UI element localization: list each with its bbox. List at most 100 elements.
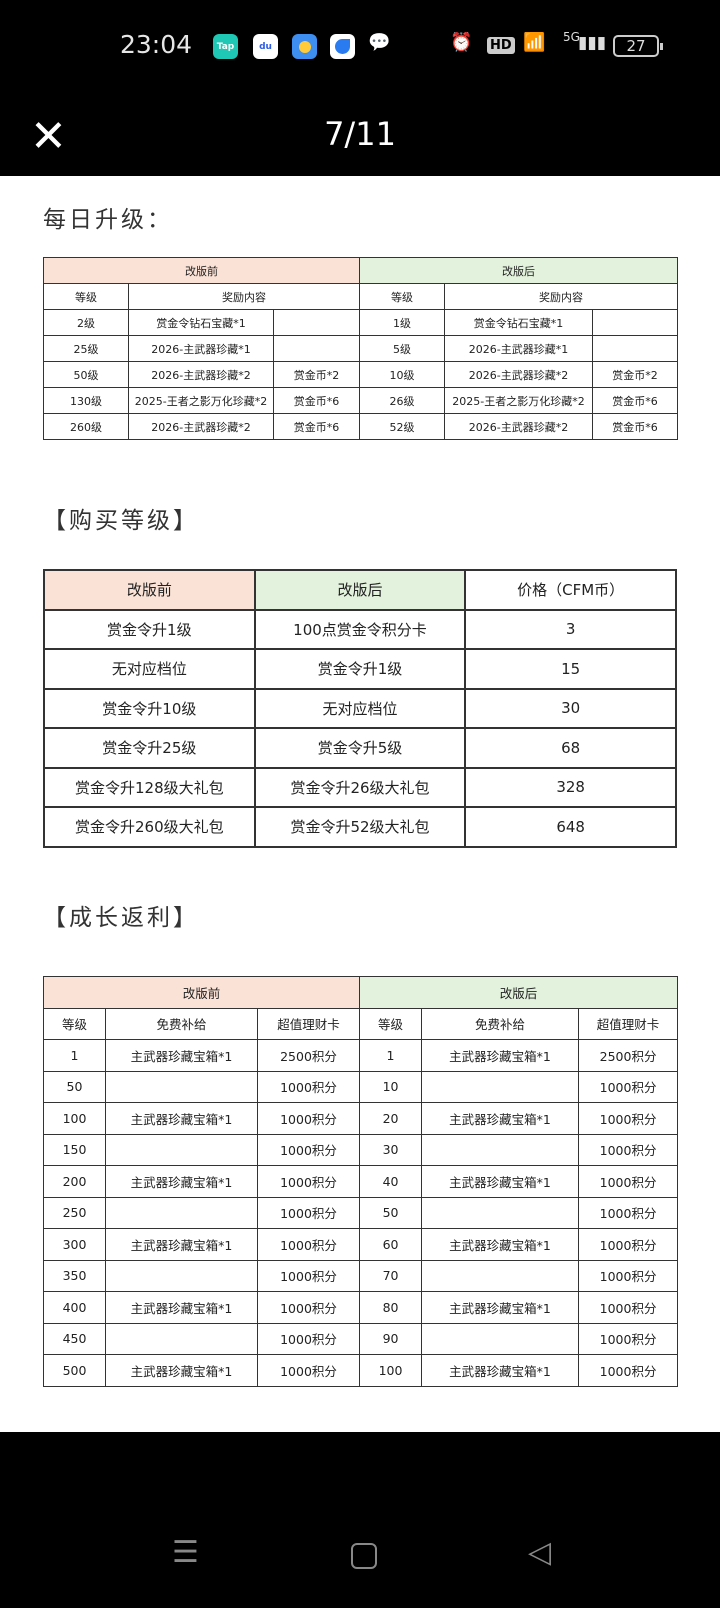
cell-a-level: 10级 [359,361,446,388]
table-row: 400 主武器珍藏宝箱*1 1000积分 80 主武器珍藏宝箱*1 1000积分 [43,1291,679,1324]
signal-bars-icon: ▮▮▮ [578,33,607,53]
battery-indicator: 27 [613,35,663,57]
cell-free-supply [421,1070,580,1103]
table-row: 150 1000积分 30 1000积分 [43,1133,679,1166]
cell-finance-card: 1000积分 [578,1196,679,1229]
cell-after: 100点赏金令积分卡 [253,608,467,650]
cell-level: 20 [359,1102,423,1135]
cell-b-extra: 赏金币*6 [272,387,361,414]
hd-icon: HD [487,37,515,54]
baidu-app-icon: du [253,34,278,59]
cell-finance-card: 1000积分 [578,1322,679,1355]
cell-b-reward: 2026-主武器珍藏*1 [128,335,274,362]
table-row: 1 主武器珍藏宝箱*1 2500积分 1 主武器珍藏宝箱*1 2500积分 [43,1039,679,1072]
cell-after: 赏金令升1级 [253,648,467,690]
cell-free-supply: 主武器珍藏宝箱*1 [421,1039,580,1072]
cell-finance-card: 1000积分 [256,1196,361,1229]
cell-b-reward: 赏金令钻石宝藏*1 [128,309,274,336]
cell-after: 赏金令升26级大礼包 [253,766,467,808]
cell-free-supply [105,1259,258,1292]
cell-before: 赏金令升10级 [43,687,256,729]
table-row: 350 1000积分 70 1000积分 [43,1259,679,1292]
table-row: 赏金令升25级 赏金令升5级 68 [43,727,677,769]
table-row: 250 1000积分 50 1000积分 [43,1196,679,1229]
header-after: 改版后 [253,569,467,611]
cell-level: 400 [43,1291,106,1324]
growth-rebate-table: 改版前 改版后 等级 免费补给 超值理财卡 等级 免费补给 超值理财卡 1 主武器珍藏宝箱*1… [42,976,679,1387]
cell-level: 90 [359,1322,423,1355]
cell-free-supply [421,1322,580,1355]
cell-a-extra: 赏金币*6 [592,413,679,440]
cell-a-extra: 赏金币*6 [592,387,679,414]
cell-b-extra [272,335,361,362]
col-level: 等级 [43,283,129,310]
wifi-icon: 📶 [523,32,546,53]
cell-price: 328 [464,766,677,808]
col-reward: 奖励内容 [127,283,361,310]
cell-price: 15 [464,648,677,690]
tap-app-icon: Tap [213,34,238,59]
table-row: 2级 赏金令钻石宝藏*1 1级 赏金令钻石宝藏*1 [43,309,679,336]
close-icon[interactable]: ✕ [30,111,67,162]
col-level: 等级 [359,283,446,310]
cell-finance-card: 1000积分 [256,1133,361,1166]
cell-before: 赏金令升128级大礼包 [43,766,256,808]
cell-free-supply: 主武器珍藏宝箱*1 [105,1228,258,1261]
cell-b-level: 260级 [43,413,129,440]
back-nav-icon[interactable]: ◁ [528,1535,552,1570]
image-content: 每日升级： 改版前 改版后 等级 奖励内容 等级 奖励内容 2级 赏金令钻石宝藏*1 1级赏… [0,176,720,1432]
daily-upgrade-table: 改版前 改版后 等级 奖励内容 等级 奖励内容 2级 赏金令钻石宝藏*1 1级 赏金令钻石宝藏… [42,257,679,440]
table-row: 200 主武器珍藏宝箱*1 1000积分 40 主武器珍藏宝箱*1 1000积分 [43,1165,679,1198]
home-nav-icon[interactable] [351,1543,377,1569]
cell-finance-card: 1000积分 [578,1291,679,1324]
cell-free-supply [105,1070,258,1103]
status-bar: 23:04 Tap du 💬 ⏰ HD 📶 5G ▮▮▮ 27 [0,0,720,95]
cell-finance-card: 2500积分 [256,1039,361,1072]
cell-free-supply: 主武器珍藏宝箱*1 [421,1102,580,1135]
column-header: 超值理财卡 [578,1007,679,1040]
cell-b-level: 50级 [43,361,129,388]
cell-free-supply: 主武器珍藏宝箱*1 [105,1102,258,1135]
browser-app-icon [330,34,355,59]
menu-nav-icon[interactable]: ☰ [172,1535,199,1570]
cell-b-level: 130级 [43,387,129,414]
cell-level: 70 [359,1259,423,1292]
table-row: 260级 2026-主武器珍藏*2 赏金币*6 52级 2026-主武器珍藏*2 赏金币*… [43,413,679,440]
weather-app-icon [292,34,317,59]
cell-level: 350 [43,1259,106,1292]
cell-before: 赏金令升1级 [43,608,256,650]
cell-b-extra: 赏金币*2 [272,361,361,388]
cell-free-supply: 主武器珍藏宝箱*1 [105,1291,258,1324]
before-header: 改版前 [42,976,361,1009]
cell-finance-card: 1000积分 [256,1102,361,1135]
table-row: 无对应档位 赏金令升1级 15 [43,648,677,690]
cell-level: 30 [359,1133,423,1166]
cell-b-reward: 2026-主武器珍藏*2 [128,413,274,440]
section-title-buy-level: 【购买等级】 [43,508,199,534]
after-header: 改版后 [359,257,679,284]
cell-after: 无对应档位 [253,687,467,729]
before-header: 改版前 [42,257,361,284]
table-row: 50级 2026-主武器珍藏*2 赏金币*2 10级 2026-主武器珍藏*2 赏金币*2 [43,361,679,388]
cell-finance-card: 1000积分 [578,1070,679,1103]
table-row: 赏金令升10级 无对应档位 30 [43,687,677,729]
cell-level: 100 [43,1102,106,1135]
cell-a-level: 52级 [359,413,446,440]
cell-finance-card: 1000积分 [578,1228,679,1261]
cell-level: 150 [43,1133,106,1166]
cell-b-level: 2级 [43,309,129,336]
table-row: 赏金令升128级大礼包 赏金令升26级大礼包 328 [43,766,677,808]
cell-level: 50 [359,1196,423,1229]
cell-free-supply [105,1322,258,1355]
cell-level: 40 [359,1165,423,1198]
cell-free-supply [105,1196,258,1229]
cell-level: 60 [359,1228,423,1261]
alarm-icon: ⏰ [450,32,473,53]
cell-b-extra: 赏金币*6 [272,413,361,440]
signal-5g-icon: 5G [563,30,580,44]
after-header: 改版后 [359,976,679,1009]
table-row: 25级 2026-主武器珍藏*1 5级 2026-主武器珍藏*1 [43,335,679,362]
clock: 23:04 [120,30,193,59]
cell-a-reward: 赏金令钻石宝藏*1 [444,309,594,336]
cell-finance-card: 1000积分 [256,1070,361,1103]
